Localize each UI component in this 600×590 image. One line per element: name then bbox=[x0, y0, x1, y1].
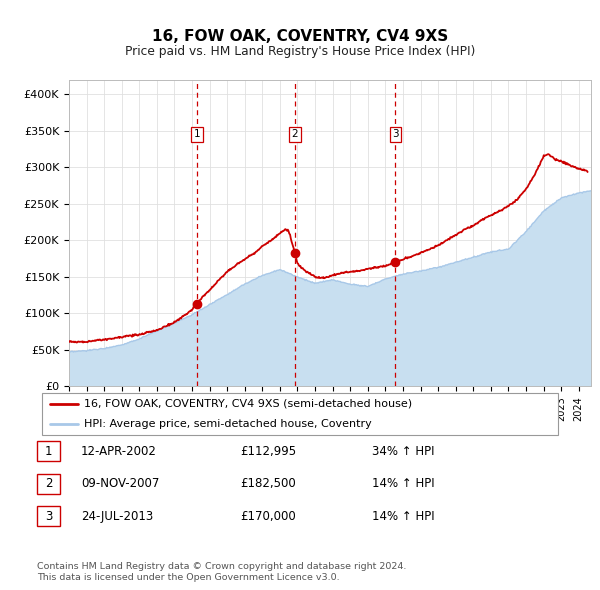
Text: 16, FOW OAK, COVENTRY, CV4 9XS (semi-detached house): 16, FOW OAK, COVENTRY, CV4 9XS (semi-det… bbox=[85, 399, 412, 409]
Text: 14% ↑ HPI: 14% ↑ HPI bbox=[372, 510, 434, 523]
Text: Contains HM Land Registry data © Crown copyright and database right 2024.: Contains HM Land Registry data © Crown c… bbox=[37, 562, 407, 571]
Text: 09-NOV-2007: 09-NOV-2007 bbox=[81, 477, 160, 490]
Text: £182,500: £182,500 bbox=[240, 477, 296, 490]
Text: £170,000: £170,000 bbox=[240, 510, 296, 523]
Text: 1: 1 bbox=[194, 129, 200, 139]
Text: 16, FOW OAK, COVENTRY, CV4 9XS: 16, FOW OAK, COVENTRY, CV4 9XS bbox=[152, 29, 448, 44]
Text: £112,995: £112,995 bbox=[240, 445, 296, 458]
Text: HPI: Average price, semi-detached house, Coventry: HPI: Average price, semi-detached house,… bbox=[85, 419, 372, 430]
Text: 24-JUL-2013: 24-JUL-2013 bbox=[81, 510, 153, 523]
Text: This data is licensed under the Open Government Licence v3.0.: This data is licensed under the Open Gov… bbox=[37, 572, 340, 582]
Text: 3: 3 bbox=[45, 510, 52, 523]
Text: 1: 1 bbox=[45, 445, 52, 458]
Text: 3: 3 bbox=[392, 129, 398, 139]
Text: Price paid vs. HM Land Registry's House Price Index (HPI): Price paid vs. HM Land Registry's House … bbox=[125, 45, 475, 58]
Text: 12-APR-2002: 12-APR-2002 bbox=[81, 445, 157, 458]
Text: 2: 2 bbox=[292, 129, 298, 139]
Text: 34% ↑ HPI: 34% ↑ HPI bbox=[372, 445, 434, 458]
Text: 2: 2 bbox=[45, 477, 52, 490]
Text: 14% ↑ HPI: 14% ↑ HPI bbox=[372, 477, 434, 490]
